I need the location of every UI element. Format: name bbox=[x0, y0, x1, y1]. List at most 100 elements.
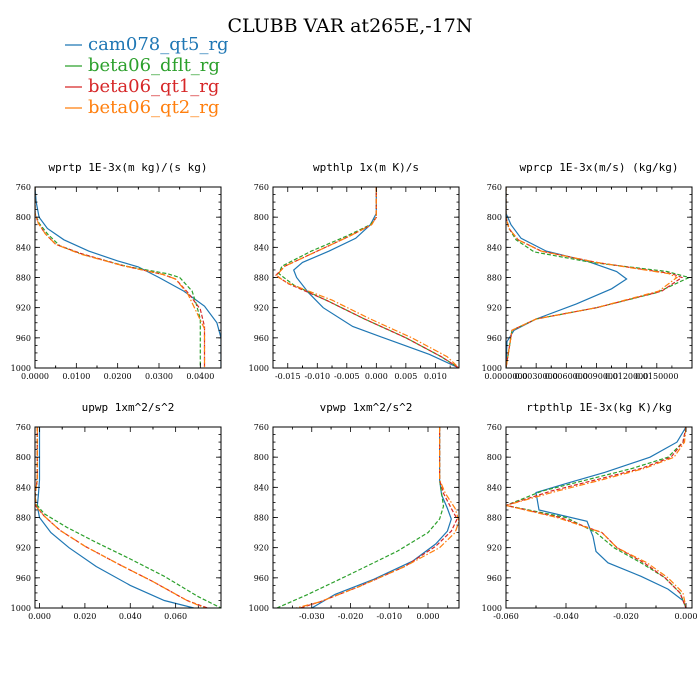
y-tick-label: 800 bbox=[16, 213, 31, 222]
series-line-beta06_dflt_rg bbox=[506, 427, 687, 608]
y-tick-label: 800 bbox=[16, 453, 31, 462]
legend-label: beta06_qt1_rg bbox=[88, 76, 219, 97]
series-line-cam078_qt5_rg bbox=[506, 187, 628, 368]
legend-item: beta06_dflt_rg bbox=[65, 55, 220, 76]
series-line-cam078_qt5_rg bbox=[535, 427, 687, 608]
legend-label: beta06_dflt_rg bbox=[88, 55, 220, 76]
x-tick-label: 0.0030000 bbox=[515, 372, 558, 381]
x-tick-label: -0.005 bbox=[334, 372, 360, 381]
y-tick-label: 840 bbox=[487, 483, 502, 492]
x-tick-label: 0.040 bbox=[119, 612, 142, 621]
x-tick-label: 0.000 bbox=[675, 612, 698, 621]
x-tick-label: 0.0400 bbox=[186, 372, 214, 381]
panel-title: wprcp 1E-3x(m/s) (kg/kg) bbox=[520, 161, 679, 174]
series-group bbox=[506, 187, 691, 368]
x-tick-label: -0.060 bbox=[493, 612, 519, 621]
chart-panel: upwp 1xm^2/s^2 760 800 840 880 920 960 10000.00… bbox=[11, 401, 222, 621]
x-tick-label: 0.020 bbox=[73, 612, 96, 621]
panel-title: wprtp 1E-3x(m kg)/(s kg) bbox=[49, 161, 208, 174]
plot-frame bbox=[272, 426, 460, 609]
y-tick-label: 840 bbox=[16, 243, 31, 252]
y-tick-label: 760 bbox=[254, 183, 269, 192]
x-tick-label: 0.000 bbox=[365, 372, 388, 381]
x-tick-label: 0.0000000 bbox=[484, 372, 527, 381]
y-tick-label: 880 bbox=[487, 514, 502, 523]
y-tick-label: 920 bbox=[16, 304, 31, 313]
series-line-beta06_qt2_rg bbox=[506, 187, 679, 368]
y-tick-label: 880 bbox=[16, 514, 31, 523]
plot-frame bbox=[34, 426, 222, 609]
y-tick-label: 880 bbox=[487, 274, 502, 283]
panel-title: upwp 1xm^2/s^2 bbox=[82, 401, 175, 414]
panel-title: rtpthlp 1E-3x(kg K)/kg bbox=[526, 401, 672, 414]
legend-item: cam078_qt5_rg bbox=[65, 34, 229, 55]
series-line-beta06_dflt_rg bbox=[35, 427, 221, 608]
series-group bbox=[506, 427, 687, 608]
x-tick-label: 0.0100 bbox=[62, 372, 90, 381]
y-tick-label: 760 bbox=[16, 183, 31, 192]
legend-item: beta06_qt1_rg bbox=[65, 76, 219, 97]
y-tick-label: 1000 bbox=[249, 604, 269, 613]
y-tick-label: 920 bbox=[254, 544, 269, 553]
x-tick-label: 0.060 bbox=[164, 612, 187, 621]
y-tick-label: 1000 bbox=[482, 604, 502, 613]
series-line-beta06_qt2_rg bbox=[296, 427, 459, 608]
y-tick-label: 760 bbox=[487, 183, 502, 192]
plot-frame bbox=[505, 426, 693, 609]
panels: wprtp 1E-3x(m kg)/(s kg) 760 800 840 880 920 9… bbox=[11, 161, 698, 621]
legend-item: beta06_qt2_rg bbox=[65, 97, 219, 118]
x-tick-label: 0.010 bbox=[424, 372, 447, 381]
series-line-beta06_qt1_rg bbox=[275, 187, 459, 368]
y-tick-label: 880 bbox=[16, 274, 31, 283]
series-line-beta06_dflt_rg bbox=[276, 427, 445, 608]
x-tick-label: -0.010 bbox=[304, 372, 330, 381]
y-tick-label: 960 bbox=[254, 574, 269, 583]
chart-panel: vpwp 1xm^2/s^2 760 800 840 880 920 960 1000 -0.0… bbox=[249, 401, 460, 621]
x-tick-label: 0.0150000 bbox=[635, 372, 678, 381]
x-tick-label: 0.0300 bbox=[145, 372, 173, 381]
y-tick-label: 920 bbox=[254, 304, 269, 313]
legend: cam078_qt5_rgbeta06_dflt_rgbeta06_qt1_rg… bbox=[65, 34, 229, 118]
y-tick-label: 960 bbox=[487, 574, 502, 583]
series-group bbox=[276, 427, 459, 608]
x-tick-label: 0.0120000 bbox=[605, 372, 648, 381]
chart-panel: rtpthlp 1E-3x(kg K)/kg 760 800 840 880 920 960… bbox=[482, 401, 698, 621]
chart-panel: wpthlp 1x(m K)/s 760 800 840 880 920 960 1000 -0… bbox=[249, 161, 460, 381]
x-tick-label: 0.0090000 bbox=[575, 372, 618, 381]
series-group bbox=[35, 427, 221, 608]
series-line-beta06_dflt_rg bbox=[506, 187, 691, 368]
y-tick-label: 1000 bbox=[482, 364, 502, 373]
x-tick-label: 0.0200 bbox=[104, 372, 132, 381]
y-tick-label: 880 bbox=[254, 514, 269, 523]
y-tick-label: 840 bbox=[487, 243, 502, 252]
x-tick-label: -0.020 bbox=[338, 612, 364, 621]
x-tick-label: 0.000 bbox=[417, 612, 440, 621]
x-tick-label: 0.0000 bbox=[21, 372, 49, 381]
series-line-beta06_dflt_rg bbox=[35, 187, 201, 368]
y-tick-label: 960 bbox=[16, 574, 31, 583]
y-tick-label: 960 bbox=[487, 334, 502, 343]
y-tick-label: 920 bbox=[487, 304, 502, 313]
x-tick-label: -0.015 bbox=[275, 372, 301, 381]
series-group bbox=[275, 187, 459, 368]
y-tick-label: 800 bbox=[254, 213, 269, 222]
y-tick-label: 800 bbox=[487, 453, 502, 462]
x-tick-label: 0.0060000 bbox=[545, 372, 588, 381]
y-tick-label: 800 bbox=[487, 213, 502, 222]
series-line-beta06_qt1_rg bbox=[506, 187, 684, 368]
panel-title: wpthlp 1x(m K)/s bbox=[313, 161, 419, 174]
chart-panel: wprtp 1E-3x(m kg)/(s kg) 760 800 840 880 920 9… bbox=[11, 161, 222, 381]
figure-title: CLUBB VAR at265E,-17N bbox=[228, 15, 473, 37]
series-line-cam078_qt5_rg bbox=[311, 427, 452, 608]
y-tick-label: 920 bbox=[16, 544, 31, 553]
plot-frame bbox=[505, 186, 693, 369]
legend-label: cam078_qt5_rg bbox=[88, 34, 229, 55]
y-tick-label: 840 bbox=[16, 483, 31, 492]
x-tick-label: -0.010 bbox=[376, 612, 402, 621]
y-tick-label: 840 bbox=[254, 483, 269, 492]
x-tick-label: -0.030 bbox=[299, 612, 325, 621]
y-tick-label: 800 bbox=[254, 453, 269, 462]
series-line-beta06_qt2_rg bbox=[275, 187, 459, 368]
series-line-cam078_qt5_rg bbox=[35, 187, 221, 368]
